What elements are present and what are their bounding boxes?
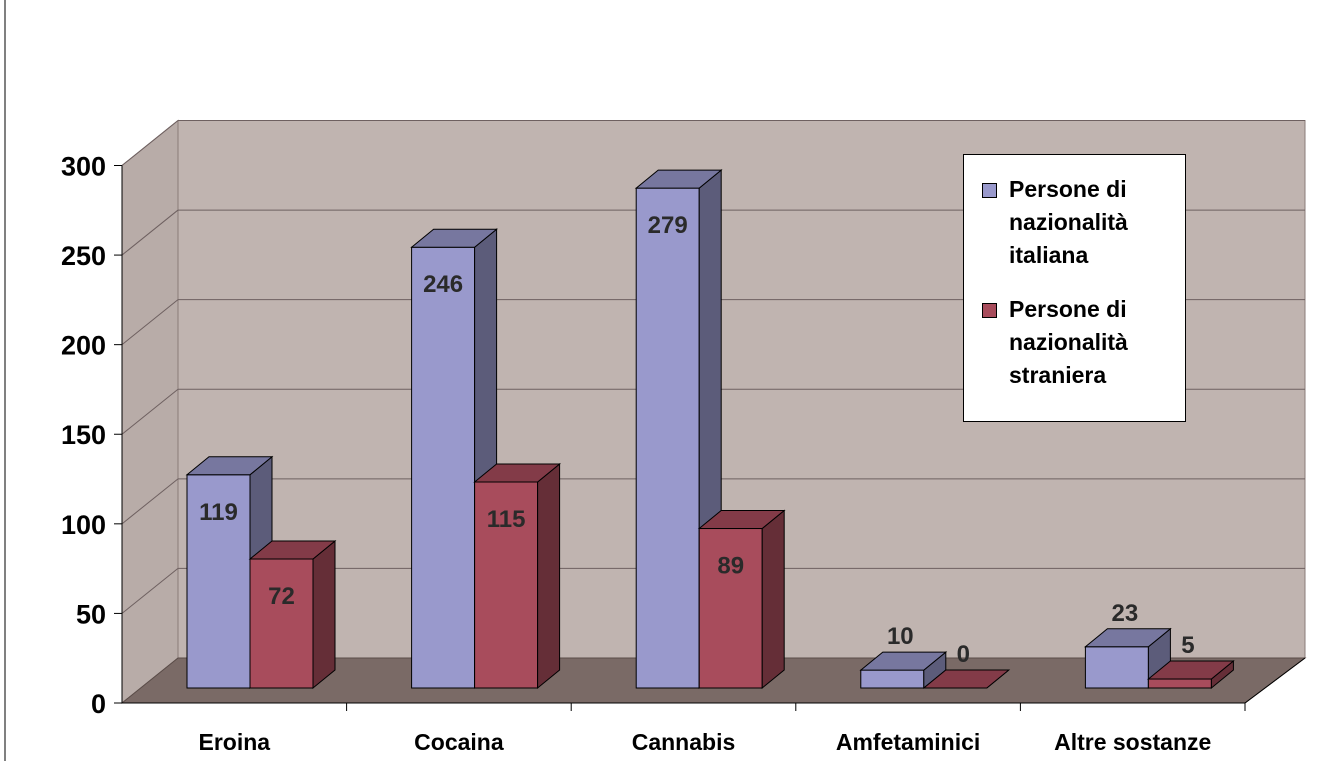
bar-amfetaminici-italiana xyxy=(859,651,948,690)
legend-swatch-straniera xyxy=(982,303,997,318)
gridline-side-50 xyxy=(121,568,179,614)
floor-edge-right xyxy=(1244,657,1306,704)
x-tick-label-cannabis: Cannabis xyxy=(632,729,736,755)
bar-top xyxy=(1146,660,1235,680)
data-label-amfetaminici-italiana: 10 xyxy=(887,623,914,650)
bar-top xyxy=(410,228,499,248)
x-tick-label-eroina: Eroina xyxy=(199,729,271,755)
gridline-side-250 xyxy=(121,209,179,256)
gridline-side-100 xyxy=(121,478,179,525)
data-label-cocaina-italiana: 246 xyxy=(423,271,463,298)
y-tick-label-200: 200 xyxy=(61,331,106,361)
data-label-cannabis-straniera: 89 xyxy=(717,553,744,580)
data-label-eroina-italiana: 119 xyxy=(199,499,238,526)
bar-front xyxy=(698,528,763,689)
bar-front xyxy=(635,187,700,689)
gridline-side-300 xyxy=(121,120,179,166)
bar-top xyxy=(185,456,274,476)
data-label-cocaina-straniera: 115 xyxy=(487,506,526,533)
bar-altre-sostanze-straniera xyxy=(1146,659,1235,690)
bar-front xyxy=(1084,646,1149,689)
y-tick-label-250: 250 xyxy=(61,241,106,271)
legend-swatch-italiana xyxy=(982,183,997,198)
gridline-side-150 xyxy=(121,388,179,435)
bar-eroina-italiana xyxy=(185,455,274,690)
bar-front xyxy=(1147,678,1212,689)
bar-amfetaminici-straniera xyxy=(922,669,1011,689)
data-label-eroina-straniera: 72 xyxy=(268,583,295,610)
data-label-amfetaminici-straniera: 0 xyxy=(957,641,970,668)
bar-front xyxy=(411,246,476,689)
bar-side xyxy=(312,539,336,690)
data-label-altre-sostanze-italiana: 23 xyxy=(1112,600,1139,627)
bar-front xyxy=(249,558,314,689)
bar-top xyxy=(697,510,786,530)
bar-top xyxy=(922,669,1011,689)
data-label-altre-sostanze-straniera: 5 xyxy=(1181,632,1194,659)
bar-side xyxy=(761,509,785,690)
x-tick-label-cocaina: Cocaina xyxy=(414,729,504,755)
y-tick-label-300: 300 xyxy=(61,151,106,181)
bar-top xyxy=(1083,628,1172,648)
bar-top xyxy=(473,463,562,483)
y-tick-label-50: 50 xyxy=(76,599,106,629)
bars xyxy=(185,169,1235,690)
data-label-cannabis-italiana: 279 xyxy=(648,212,688,239)
data-labels: 119 72 246 115 279 89 10 0 23 5 xyxy=(199,212,1194,668)
bar-cocaina-straniera xyxy=(473,462,562,690)
legend-label-italiana: Persone di nazionalità italiana xyxy=(1009,176,1128,268)
legend: Persone di nazionalità italiana Persone … xyxy=(963,154,1186,422)
bar-top xyxy=(634,169,723,189)
bar-front xyxy=(860,669,925,689)
bar-top xyxy=(859,651,948,671)
bar-altre-sostanze-italiana xyxy=(1083,627,1172,690)
legend-label-straniera: Persone di nazionalità straniera xyxy=(1009,296,1128,388)
y-tick-label-100: 100 xyxy=(61,510,106,540)
bar-top xyxy=(248,540,337,560)
bar-cannabis-straniera xyxy=(697,509,786,690)
y-tick-label-150: 150 xyxy=(61,420,106,450)
bar-eroina-straniera xyxy=(248,539,337,690)
y-tick-label-0: 0 xyxy=(91,689,106,719)
gridline-side-200 xyxy=(121,299,179,346)
x-tick-label-amfetaminici: Amfetaminici xyxy=(836,729,980,755)
x-tick-label-altre-sostanze: Altre sostanze xyxy=(1054,729,1211,755)
bar-side xyxy=(537,462,561,690)
